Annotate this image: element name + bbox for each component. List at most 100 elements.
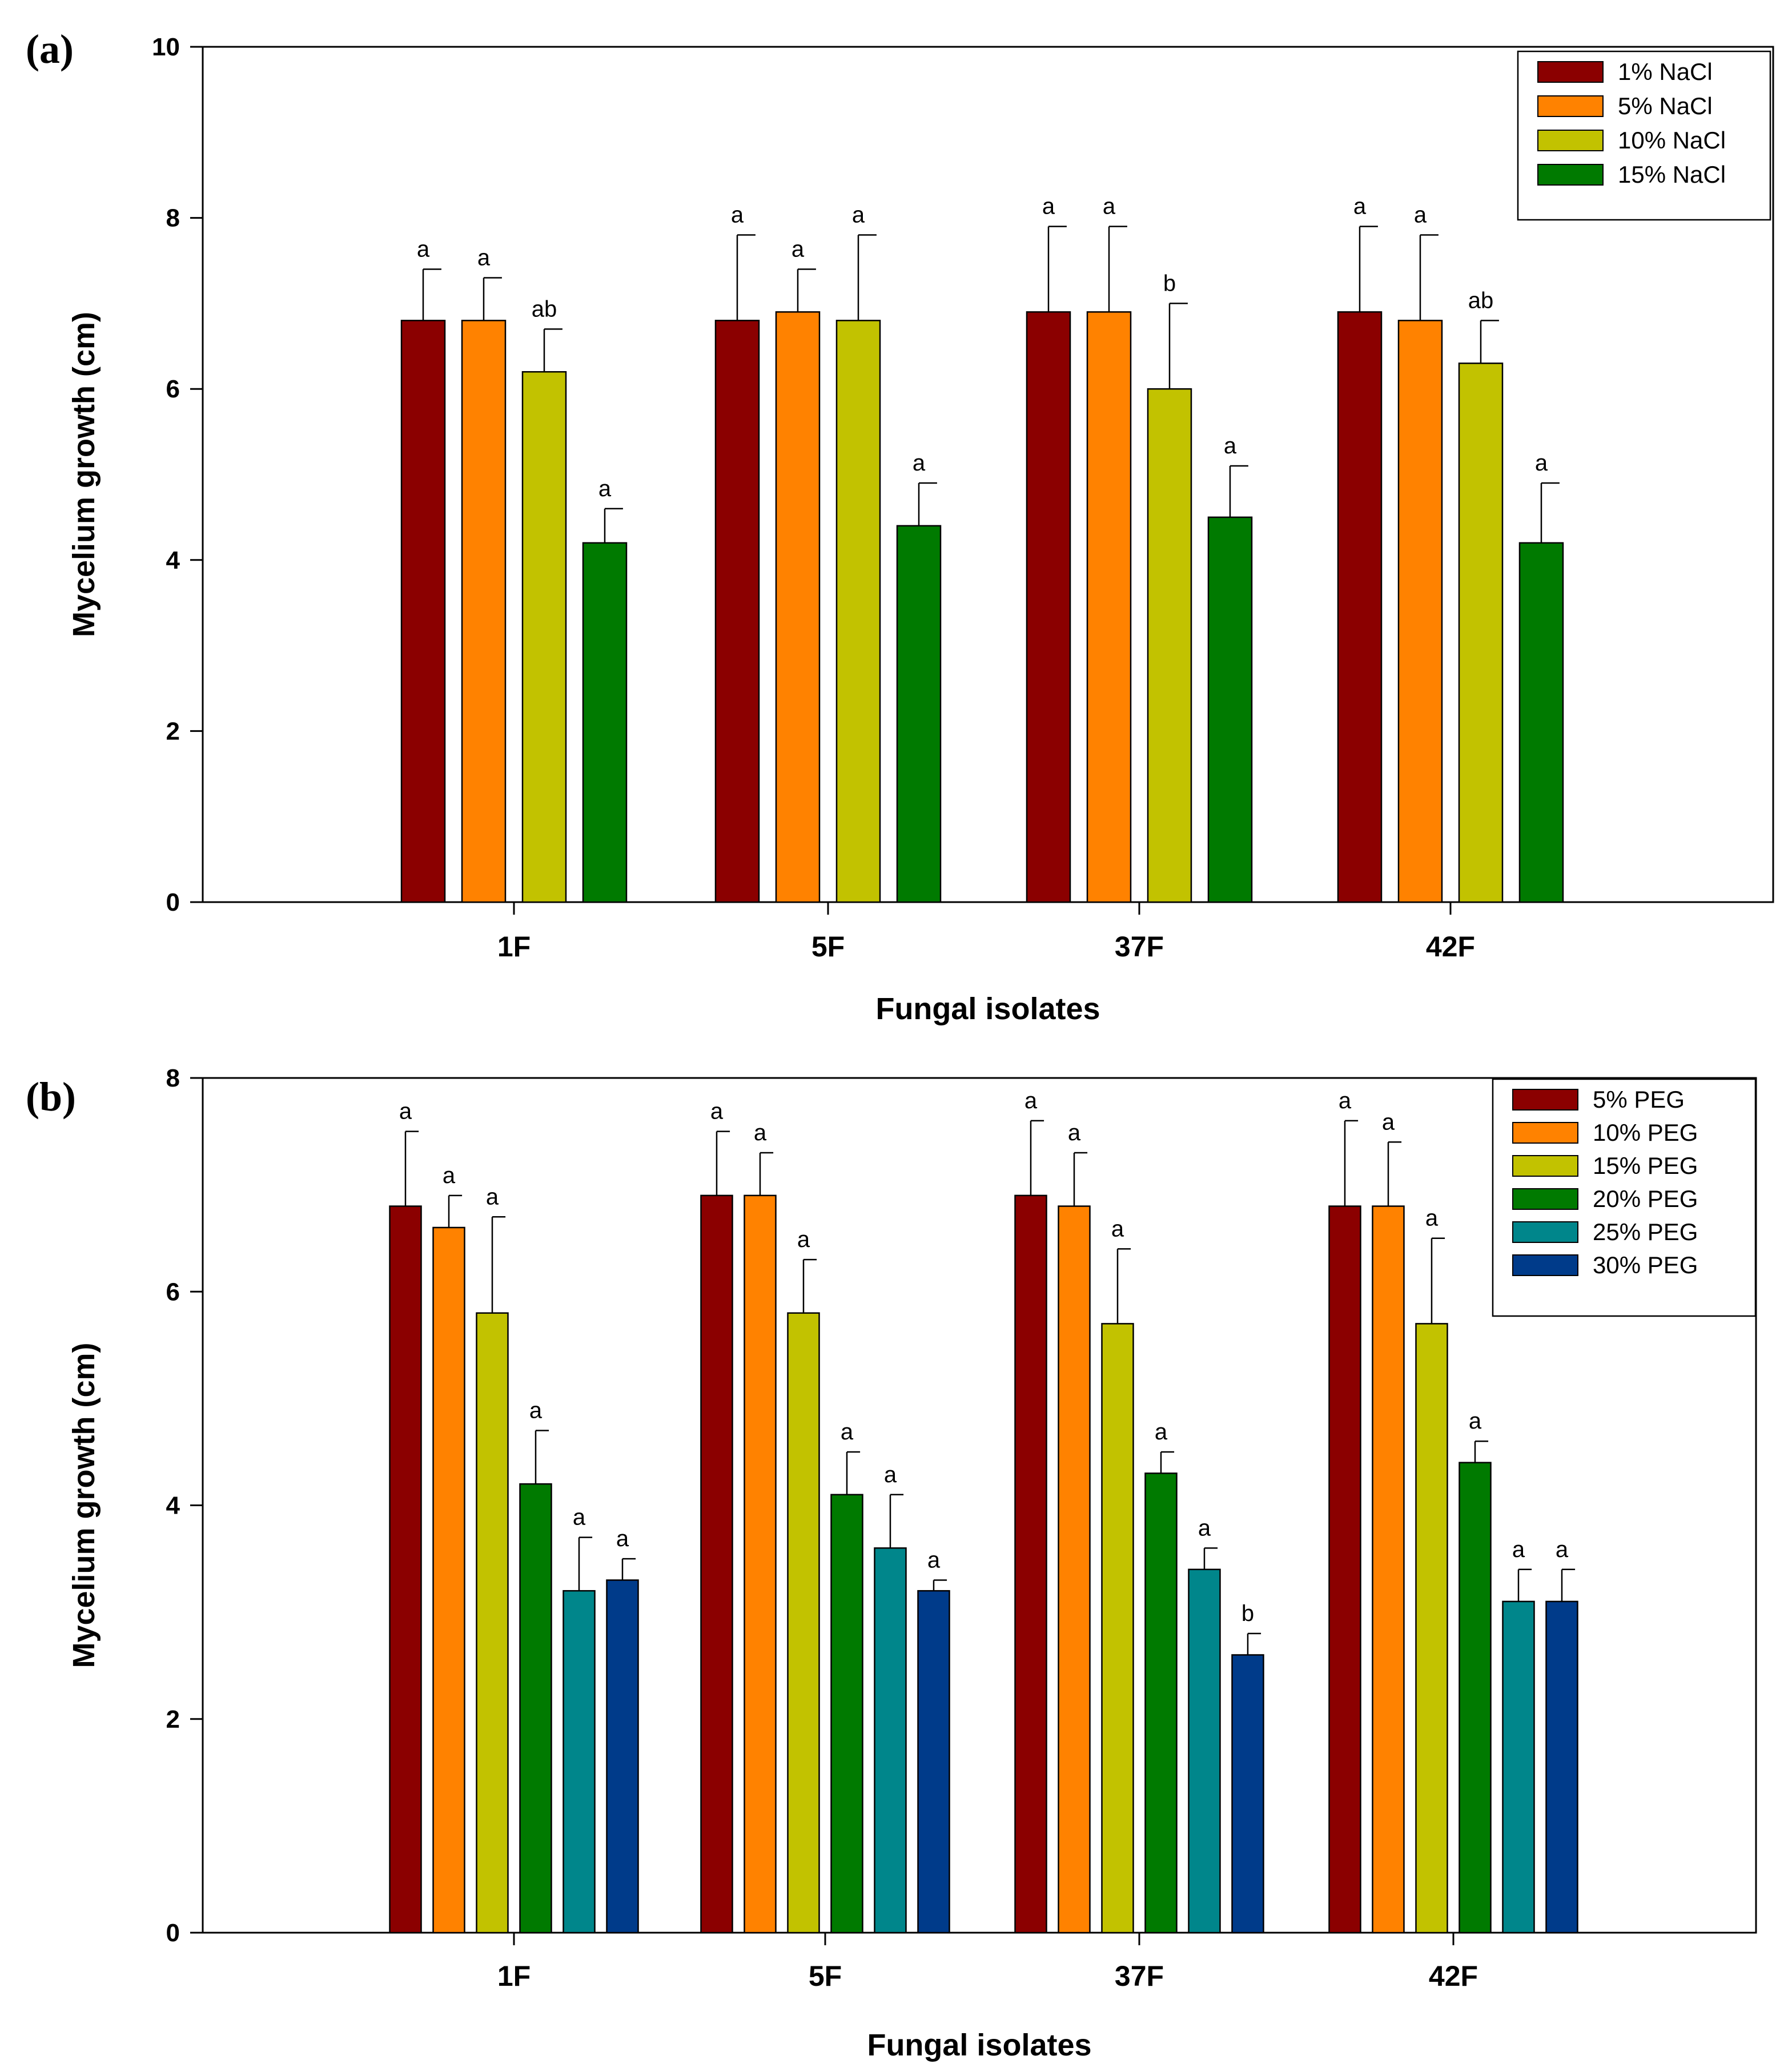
bar	[1397, 320, 1443, 903]
chart-panel-a: (a) 0 2 4 6 8 10 Mycelium growth (cm) Fungal iso…	[26, 26, 1774, 1026]
x-tick-label: 42F	[1426, 931, 1475, 963]
legend-label: 15% PEG	[1593, 1152, 1698, 1179]
significance-label: a	[1024, 1088, 1038, 1113]
legend-label: 10% NaCl	[1618, 127, 1726, 154]
bar	[1207, 516, 1253, 903]
significance-label: a	[1425, 1206, 1439, 1231]
bar	[1086, 311, 1132, 903]
bar	[1518, 542, 1564, 903]
y-tick-label: 6	[166, 1278, 180, 1306]
legend-swatch	[1512, 1254, 1578, 1276]
significance-label: a	[1042, 194, 1055, 219]
x-tick-label: 42F	[1429, 1960, 1478, 1992]
significance-label: a	[417, 236, 430, 261]
y-tick-label: 0	[166, 1919, 180, 1947]
legend-swatch	[1537, 130, 1604, 151]
y-axis-title: Mycelium growth (cm)	[67, 312, 101, 637]
significance-label: a	[1068, 1120, 1081, 1145]
x-tick-label: 37F	[1115, 931, 1164, 963]
x-tick-label: 37F	[1115, 1960, 1164, 1992]
bar	[1231, 1654, 1264, 1934]
legend-swatch	[1512, 1188, 1578, 1210]
bar	[1545, 1600, 1578, 1934]
panel-label: (a)	[26, 26, 74, 72]
significance-label: a	[754, 1120, 767, 1145]
significance-label: a	[797, 1227, 810, 1252]
legend-swatch	[1512, 1155, 1578, 1177]
bar	[714, 320, 760, 903]
significance-label: a	[1111, 1216, 1124, 1241]
significance-label: a	[927, 1547, 941, 1572]
significance-label: ab	[1468, 288, 1494, 313]
legend-swatch	[1537, 61, 1604, 83]
significance-label: a	[1414, 203, 1427, 228]
significance-label: a	[710, 1099, 724, 1124]
bar	[874, 1547, 907, 1934]
legend-label: 15% NaCl	[1618, 161, 1726, 188]
significance-label: a	[1469, 1409, 1482, 1434]
significance-label: a	[884, 1462, 897, 1487]
bar	[1188, 1568, 1221, 1934]
significance-label: a	[1512, 1537, 1525, 1562]
significance-label: a	[529, 1398, 543, 1423]
bar	[562, 1590, 596, 1934]
significance-label: a	[399, 1099, 412, 1124]
bar	[400, 320, 446, 903]
significance-label: a	[1155, 1419, 1168, 1445]
significance-label: a	[477, 245, 491, 270]
significance-label: a	[1535, 450, 1548, 476]
bar	[1502, 1600, 1535, 1934]
legend-label: 1% NaCl	[1618, 58, 1713, 85]
legend-label: 25% PEG	[1593, 1218, 1698, 1245]
significance-label: a	[1382, 1109, 1395, 1134]
significance-label: a	[731, 203, 744, 228]
x-tick-label: 5F	[811, 931, 845, 963]
y-tick-label: 8	[166, 204, 180, 232]
significance-label: a	[1103, 194, 1116, 219]
bar	[775, 311, 821, 903]
significance-label: b	[1241, 1601, 1254, 1626]
significance-label: a	[486, 1184, 499, 1209]
y-tick-label: 4	[166, 546, 180, 574]
legend-label: 20% PEG	[1593, 1185, 1698, 1212]
bar	[1328, 1205, 1361, 1934]
x-tick-label: 1F	[497, 931, 531, 963]
bar	[835, 320, 881, 903]
bar	[1147, 388, 1192, 903]
legend-label: 10% PEG	[1593, 1119, 1698, 1146]
bar	[787, 1312, 820, 1934]
significance-label: a	[1556, 1537, 1569, 1562]
y-tick-label: 6	[166, 375, 180, 403]
bar	[1415, 1323, 1448, 1934]
bar	[1026, 311, 1071, 903]
legend-label: 5% NaCl	[1618, 92, 1713, 119]
legend-swatch	[1537, 95, 1604, 117]
bar	[476, 1312, 509, 1934]
bar	[432, 1226, 465, 1934]
plot-frame	[202, 46, 1774, 903]
legend-swatch	[1512, 1221, 1578, 1243]
bar	[1014, 1194, 1047, 1934]
legend-swatch	[1537, 164, 1604, 186]
significance-label: a	[443, 1163, 456, 1188]
y-axis-title: Mycelium growth (cm)	[67, 1342, 101, 1668]
x-tick-label: 5F	[809, 1960, 842, 1992]
significance-label: a	[598, 476, 612, 501]
legend: 5% PEG 10% PEG 15% PEG 20% PEG 25% PEG 30% PE…	[1492, 1078, 1757, 1317]
y-tick-label: 0	[166, 888, 180, 916]
bar	[830, 1494, 863, 1934]
significance-label: a	[1353, 194, 1367, 219]
bar	[1337, 311, 1383, 903]
x-axis-title: Fungal isolates	[867, 2028, 1091, 2062]
legend-label: 30% PEG	[1593, 1252, 1698, 1278]
bar	[700, 1194, 733, 1934]
legend-swatch	[1512, 1122, 1578, 1144]
bar	[521, 371, 567, 903]
x-tick-label: 1F	[497, 1960, 531, 1992]
legend: 1% NaCl 5% NaCl 10% NaCl 15% NaCl	[1517, 50, 1771, 221]
significance-label: a	[1339, 1088, 1352, 1113]
bar	[606, 1579, 639, 1934]
bar	[519, 1483, 552, 1934]
bar	[461, 320, 507, 903]
